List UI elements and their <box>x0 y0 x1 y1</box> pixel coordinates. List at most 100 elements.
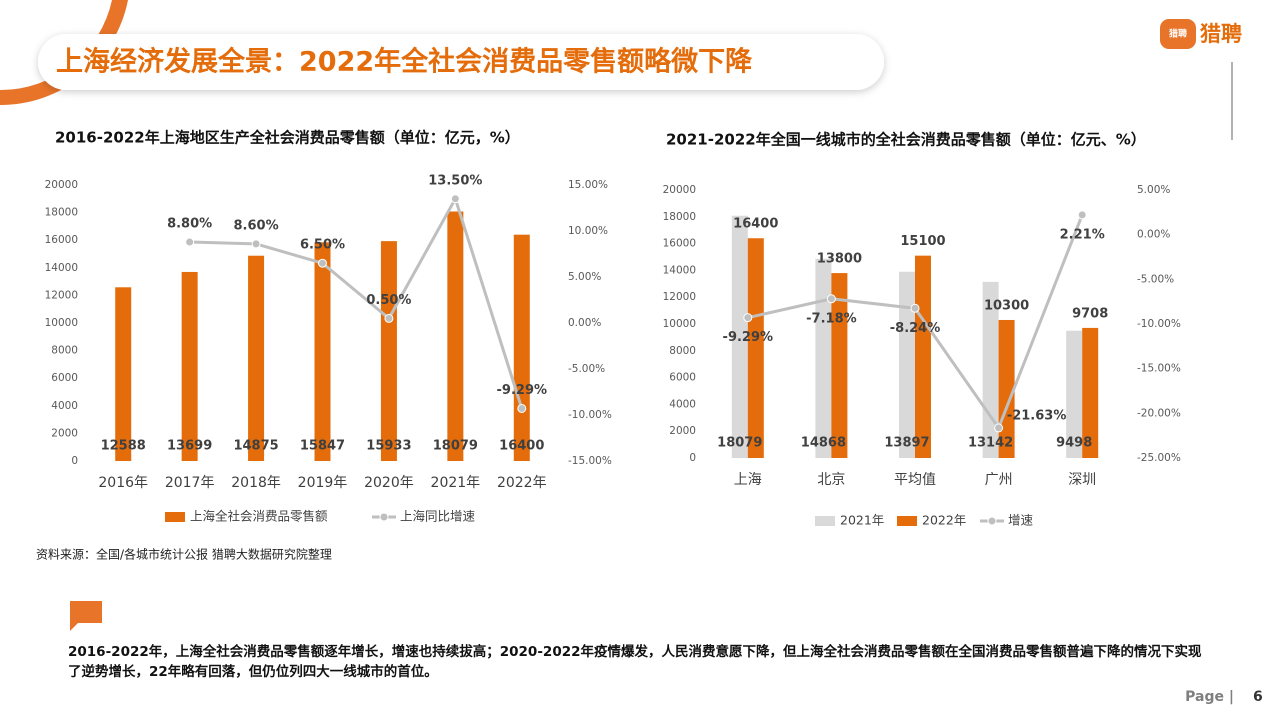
y2-tick-label: -15.00% <box>568 455 612 467</box>
bar <box>314 242 331 461</box>
y2-tick-label: -25.00% <box>1137 452 1181 464</box>
bar-value-label: 14875 <box>233 439 278 454</box>
y-tick-label: 16000 <box>663 238 696 250</box>
y-tick-label: 2000 <box>51 427 78 439</box>
y-tick-label: 8000 <box>669 345 696 357</box>
line-marker <box>743 313 753 323</box>
bar <box>915 255 931 458</box>
x-tick-label: 2021年 <box>431 475 481 491</box>
line-value-label: 2.21% <box>1060 227 1105 242</box>
line-marker <box>517 403 527 413</box>
legend-swatch <box>165 512 185 522</box>
summary: 2016-2022年，上海全社会消费品零售额逐年增长，增速也持续拔高；2020-… <box>68 644 1202 680</box>
y-tick-label: 10000 <box>663 318 696 330</box>
x-tick-label: 2017年 <box>165 475 215 491</box>
line-value-label: -7.18% <box>806 311 857 326</box>
logo-text: 猎聘 <box>1200 22 1242 46</box>
y2-tick-label: -5.00% <box>568 363 605 375</box>
line-value-label: 8.60% <box>234 218 279 233</box>
legend-swatch <box>815 516 835 526</box>
bar <box>1082 327 1099 458</box>
y2-tick-label: 0.00% <box>568 317 601 329</box>
y-tick-label: 20000 <box>45 179 78 191</box>
bar <box>248 255 265 461</box>
bar <box>181 271 198 461</box>
y-tick-label: 4000 <box>669 398 696 410</box>
bar <box>899 271 915 458</box>
y2-tick-label: 5.00% <box>1137 184 1170 196</box>
bar-value-label: 13699 <box>167 439 212 454</box>
bar <box>747 238 764 458</box>
x-tick-label: 上海 <box>734 472 762 488</box>
line-value-label: 8.80% <box>167 217 212 232</box>
x-tick-label: 2016年 <box>98 475 148 491</box>
y2-tick-label: 0.00% <box>1137 229 1170 241</box>
bar-value-label: 18079 <box>433 439 478 454</box>
source: 资料来源：全国/各城市统计公报 猎聘大数据研究院整理 <box>36 547 332 562</box>
line <box>189 195 524 409</box>
legend-marker <box>379 512 389 522</box>
bar-value-label: 10300 <box>984 298 1029 313</box>
y-tick-label: 8000 <box>51 345 78 357</box>
bar <box>1066 330 1083 458</box>
y2-tick-label: -15.00% <box>1137 363 1181 375</box>
x-tick-label: 2018年 <box>231 475 281 491</box>
legend-label: 增速 <box>1008 513 1034 528</box>
bar-value-label: 15847 <box>300 439 345 454</box>
page-number: 6 <box>1253 689 1263 705</box>
logo-icon-text: 猎聘 <box>1169 28 1187 40</box>
line-marker <box>826 294 836 304</box>
bar <box>447 211 464 461</box>
y2-tick-label: 10.00% <box>568 225 608 237</box>
x-tick-label: 广州 <box>985 472 1013 488</box>
line-marker <box>910 303 920 313</box>
bar-value-label: 9708 <box>1072 306 1108 321</box>
y2-tick-label: -20.00% <box>1137 407 1181 419</box>
y-tick-label: 0 <box>71 455 78 467</box>
line-value-label: 13.50% <box>428 173 482 188</box>
y-tick-label: 20000 <box>663 184 696 196</box>
y-tick-label: 14000 <box>663 264 696 276</box>
x-tick-label: 2020年 <box>364 475 414 491</box>
bar-value-label: 13142 <box>968 436 1013 451</box>
bar-value-label: 15100 <box>900 234 945 249</box>
y2-tick-label: -10.00% <box>568 409 612 421</box>
x-tick-label: 平均值 <box>894 472 936 488</box>
line-marker <box>185 237 195 247</box>
line-value-label: 6.50% <box>300 238 345 253</box>
line-marker <box>450 194 460 204</box>
chart-title: 2021-2022年全国一线城市的全社会消费品零售额（单位：亿元、%） <box>666 131 1146 149</box>
line-value-label: 0.50% <box>366 293 411 308</box>
x-tick-label: 2019年 <box>298 475 348 491</box>
bar <box>982 281 999 458</box>
y-tick-label: 4000 <box>51 400 78 412</box>
logo-icon <box>1160 19 1196 49</box>
y-tick-label: 18000 <box>663 211 696 223</box>
legend-swatch <box>897 516 917 526</box>
y-tick-label: 2000 <box>669 425 696 437</box>
page-label: Page | <box>1185 689 1234 705</box>
x-tick-label: 深圳 <box>1068 472 1096 488</box>
bar-value-label: 13800 <box>817 252 862 267</box>
bar-value-label: 9498 <box>1056 436 1092 451</box>
line-marker <box>318 258 327 268</box>
bar <box>115 287 132 461</box>
line-marker <box>384 313 394 323</box>
line-marker <box>1077 210 1087 220</box>
slide-title: 上海经济发展全景：2022年全社会消费品零售额略微下降 <box>56 46 753 78</box>
bar-value-label: 15933 <box>366 439 411 454</box>
x-tick-label: 2022年 <box>497 475 547 491</box>
legend-marker <box>987 516 997 526</box>
bar-value-label: 14868 <box>801 436 846 451</box>
bar-value-label: 16400 <box>733 217 778 232</box>
legend-label: 2022年 <box>922 513 966 528</box>
legend-label: 2021年 <box>840 513 884 528</box>
y-tick-label: 12000 <box>663 291 696 303</box>
y2-tick-label: 5.00% <box>568 271 601 283</box>
y-tick-label: 6000 <box>669 372 696 384</box>
bar <box>831 273 848 458</box>
bar <box>380 241 397 461</box>
y-tick-label: 6000 <box>51 372 78 384</box>
